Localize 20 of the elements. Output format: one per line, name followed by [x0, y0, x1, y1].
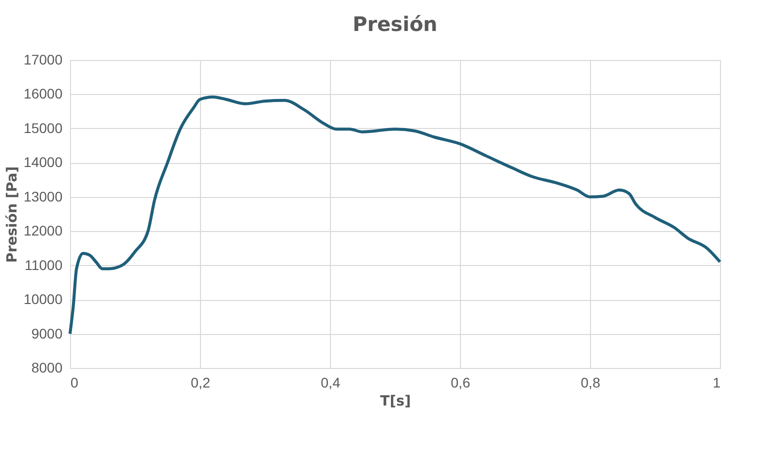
x-tick-label: 0,2 [190, 374, 210, 390]
y-tick-label: 10000 [24, 291, 63, 308]
y-tick-label: 17000 [24, 52, 63, 68]
x-tick-label: 0,8 [580, 374, 600, 390]
chart-title: Presión [352, 12, 438, 36]
y-tick-label: 13000 [24, 188, 63, 204]
y-tick-label: 11000 [24, 256, 63, 273]
x-tick-label: 1 [712, 374, 721, 390]
y-axis-title: Presión [Pa] [4, 166, 21, 263]
x-tick-label: 0,4 [320, 374, 340, 390]
x-tick-label: 0 [70, 374, 78, 390]
y-tick-label: 8000 [31, 360, 63, 376]
y-tick-label: 9000 [31, 325, 63, 342]
y-tick-label: 15000 [24, 120, 63, 136]
y-tick-label: 12000 [24, 222, 63, 239]
line-series [68, 95, 722, 336]
x-tick-label: 0,6 [450, 374, 470, 390]
y-tick-label: 16000 [24, 86, 63, 102]
y-tick-label: 14000 [24, 154, 63, 170]
x-axis-title: T[s] [380, 394, 411, 410]
